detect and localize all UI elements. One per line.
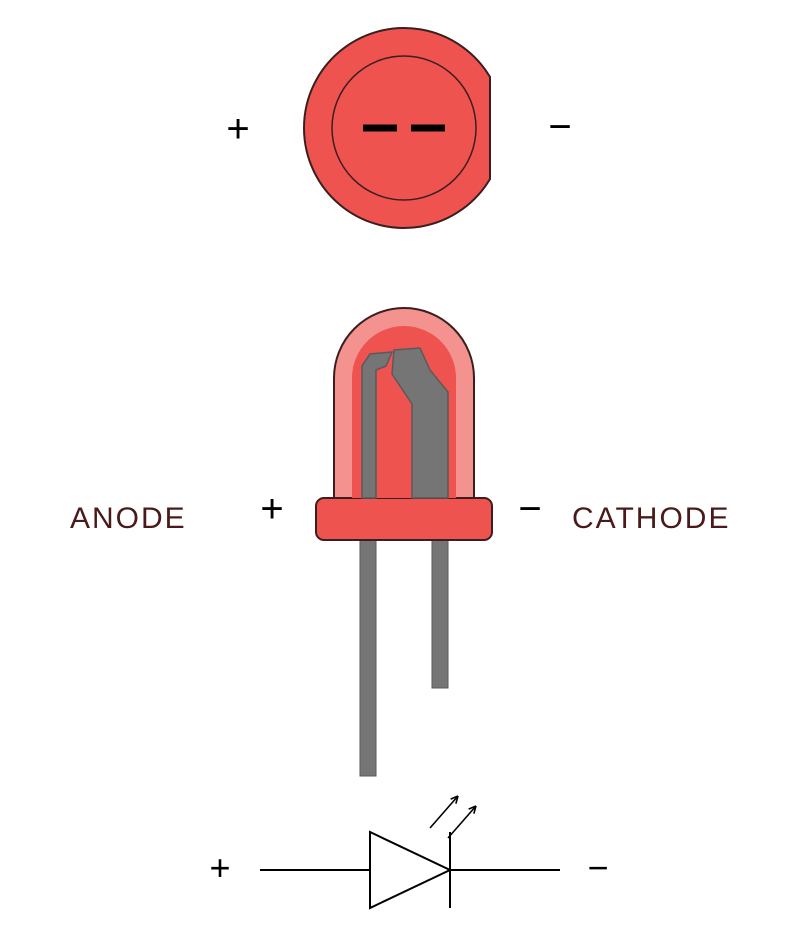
schematic-plus-sign: + xyxy=(209,847,230,888)
anode-label: ANODE xyxy=(70,502,187,535)
lead-anode xyxy=(360,540,376,776)
led-flange xyxy=(316,498,492,540)
schematic-minus-sign: − xyxy=(587,847,608,888)
side-plus-sign: + xyxy=(260,487,283,531)
diode-triangle xyxy=(370,832,450,908)
led-side-view: + − ANODE CATHODE xyxy=(70,308,730,776)
lead-cathode xyxy=(432,540,448,688)
top-minus-sign: − xyxy=(548,105,571,149)
emission-arrow-1 xyxy=(430,796,458,828)
cathode-label: CATHODE xyxy=(572,502,730,535)
led-top-view: +− xyxy=(226,28,571,228)
led-schematic: +− xyxy=(209,796,608,908)
top-inner-lens xyxy=(332,56,476,200)
top-plus-sign: + xyxy=(226,107,249,151)
side-minus-sign: − xyxy=(518,487,541,531)
emission-arrow-2 xyxy=(448,806,476,838)
